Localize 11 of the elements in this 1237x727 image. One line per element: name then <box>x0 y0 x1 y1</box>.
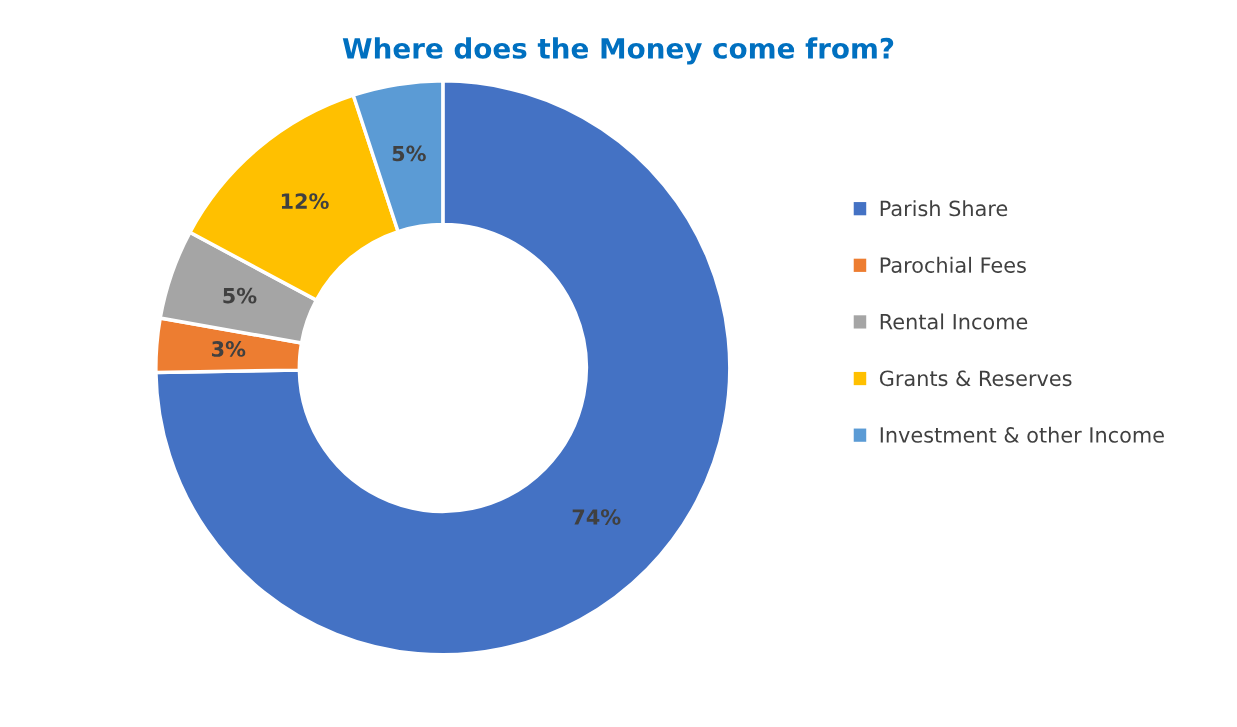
data-label: 12% <box>281 193 329 210</box>
legend-label: Rental Income <box>880 313 1028 330</box>
legend-label: Investment & other Income <box>880 426 1164 443</box>
data-label: 5% <box>223 287 257 304</box>
data-label: 74% <box>572 509 621 525</box>
legend-label: Parochial Fees <box>880 256 1026 273</box>
chart-title: Where does the Money come from? <box>342 37 894 65</box>
data-label: 5% <box>392 145 426 162</box>
legend-label: Grants & Reserves <box>879 370 1072 387</box>
legend-label: Parish Share <box>880 200 1008 217</box>
data-label: 3% <box>211 341 246 357</box>
